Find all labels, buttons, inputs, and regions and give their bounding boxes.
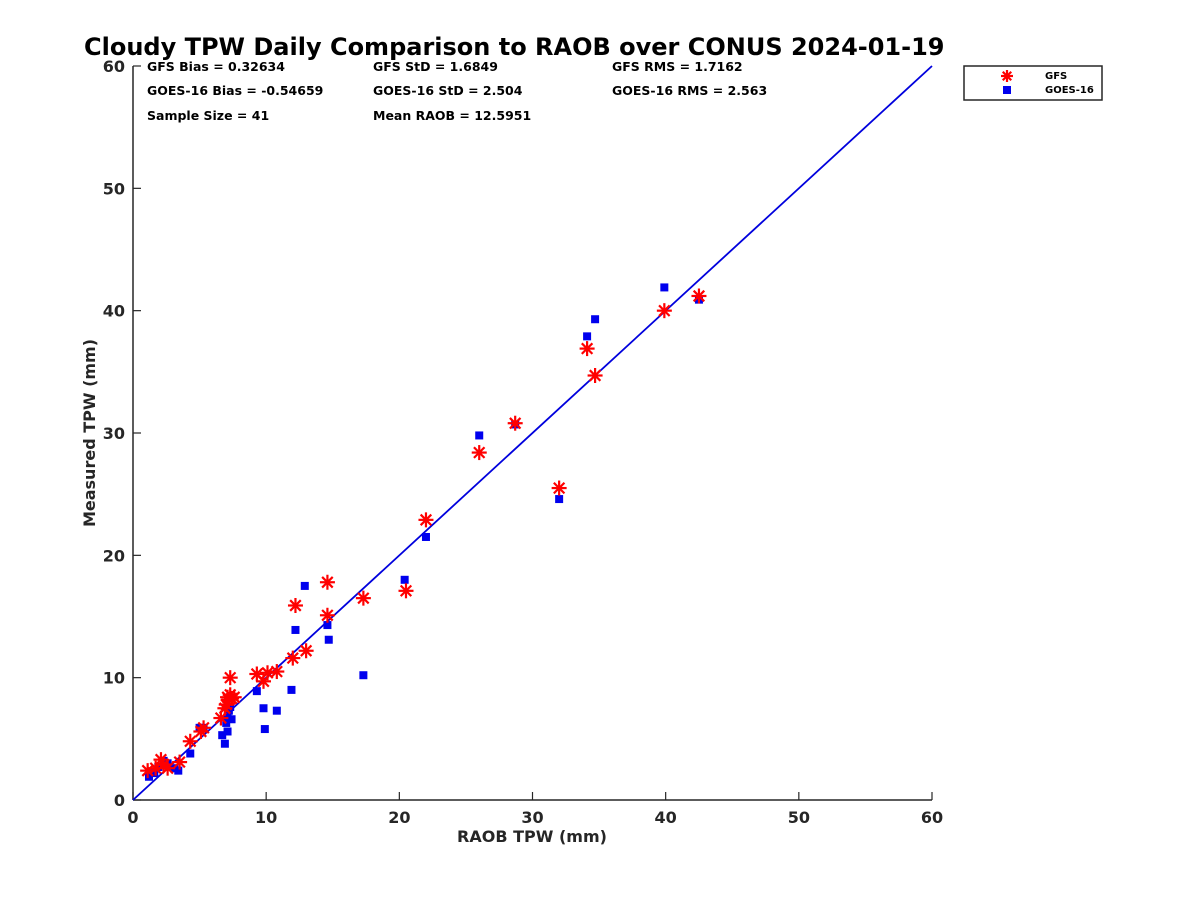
gfs-point-33 [579, 341, 595, 357]
goes16-point-20 [260, 725, 269, 734]
goes16-point-34 [591, 315, 600, 324]
y-tick-label-2: 20 [103, 546, 125, 565]
x-tick-label-1: 10 [255, 808, 277, 827]
legend-gfs-label: GFS [1045, 71, 1067, 82]
goes16-point-33 [583, 332, 592, 341]
goes16-point-19 [259, 704, 268, 713]
goes16-point-24 [300, 581, 309, 590]
y-axis-title: Measured TPW (mm) [80, 339, 99, 527]
data-points [140, 283, 707, 781]
gfs-point-15 [222, 670, 238, 686]
stat-goes-std: GOES-16 StD = 2.504 [373, 83, 523, 98]
goes16-point-32 [555, 495, 564, 504]
gfs-point-5 [172, 754, 188, 770]
y-tick-label-1: 10 [103, 669, 125, 688]
gfs-point-4 [160, 760, 176, 776]
gfs-point-35 [656, 303, 672, 319]
goes16-point-21 [272, 706, 281, 715]
gfs-point-29 [418, 512, 434, 528]
x-tick-label-3: 30 [521, 808, 543, 827]
stat-goes-bias: GOES-16 Bias = -0.54659 [147, 83, 323, 98]
goes16-point-27 [359, 671, 368, 680]
gfs-point-32 [551, 480, 567, 496]
goes16-point-29 [421, 532, 430, 541]
gfs-point-22 [285, 650, 301, 666]
x-tick-label-0: 0 [127, 808, 138, 827]
y-tick-label-6: 60 [103, 57, 125, 76]
gfs-point-17 [226, 689, 242, 705]
stat-mean-raob: Mean RAOB = 12.5951 [373, 108, 531, 123]
goes16-point-13 [223, 727, 232, 736]
goes16-point-22 [287, 685, 296, 694]
x-tick-label-5: 50 [788, 808, 810, 827]
goes16-point-23 [291, 625, 300, 634]
legend: GFS GOES-16 [963, 65, 1103, 101]
goes16-point-18 [252, 687, 261, 696]
legend-goes-label: GOES-16 [1045, 85, 1094, 96]
goes16-point-25 [323, 621, 332, 630]
gfs-point-36 [691, 288, 707, 304]
goes16-point-11 [220, 739, 229, 748]
x-axis-title: RAOB TPW (mm) [457, 827, 607, 846]
gfs-point-27 [355, 590, 371, 606]
gfs-point-26 [319, 607, 335, 623]
goes16-point-26 [324, 635, 333, 644]
x-tick-label-4: 40 [655, 808, 677, 827]
stat-gfs-std: GFS StD = 1.6849 [373, 59, 498, 74]
legend-gfs-asterisk [1001, 70, 1013, 82]
gfs-point-8 [196, 720, 212, 736]
legend-box [963, 65, 1103, 101]
gfs-point-23 [287, 597, 303, 613]
goes16-point-30 [475, 431, 484, 440]
gfs-point-6 [182, 733, 198, 749]
gfs-point-28 [398, 583, 414, 599]
gfs-point-24 [298, 643, 314, 659]
gfs-point-31 [507, 415, 523, 431]
goes16-point-7 [186, 749, 195, 758]
goes16-point-35 [660, 283, 669, 292]
y-tick-label-0: 0 [114, 791, 125, 810]
goes16-point-6 [174, 766, 183, 775]
chart-title: Cloudy TPW Daily Comparison to RAOB over… [84, 33, 944, 61]
gfs-point-21 [269, 664, 285, 680]
y-tick-label-5: 50 [103, 179, 125, 198]
y-tick-label-3: 30 [103, 424, 125, 443]
goes16-point-10 [218, 731, 227, 740]
gfs-point-34 [587, 368, 603, 384]
axis-ticks: 0 10 20 30 40 50 60 0 10 20 30 40 50 60 [103, 57, 943, 827]
stats-block: GFS Bias = 0.32634 GFS StD = 1.6849 GFS … [147, 59, 767, 123]
stat-gfs-bias: GFS Bias = 0.32634 [147, 59, 285, 74]
legend-gfs-marker [1001, 70, 1013, 82]
stat-goes-rms: GOES-16 RMS = 2.563 [612, 83, 767, 98]
y-tick-label-4: 40 [103, 302, 125, 321]
x-tick-label-6: 60 [921, 808, 943, 827]
goes16-point-1 [150, 769, 159, 778]
goes16-point-0 [144, 772, 153, 781]
legend-goes-marker [1003, 86, 1011, 94]
stat-gfs-rms: GFS RMS = 1.7162 [612, 59, 743, 74]
gfs-point-25 [319, 574, 335, 590]
x-tick-label-2: 20 [388, 808, 410, 827]
goes16-point-28 [400, 575, 409, 584]
stat-sample-size: Sample Size = 41 [147, 108, 269, 123]
gfs-point-30 [471, 445, 487, 461]
goes16-point-17 [227, 715, 236, 724]
